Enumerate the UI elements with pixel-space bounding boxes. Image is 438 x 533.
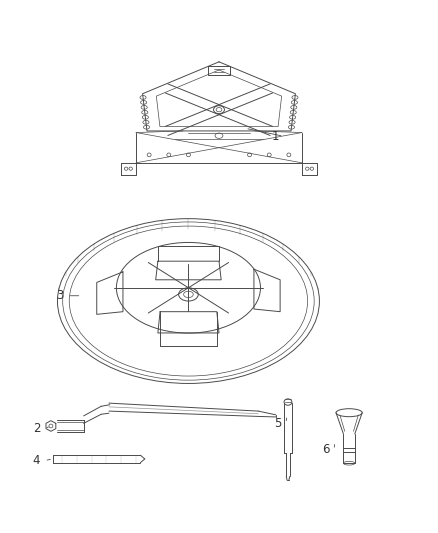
Text: 6: 6 xyxy=(322,443,330,456)
Text: 3: 3 xyxy=(56,289,64,302)
Text: 5: 5 xyxy=(274,417,282,430)
Text: 2: 2 xyxy=(33,422,40,435)
Text: 1: 1 xyxy=(272,130,279,143)
Text: 4: 4 xyxy=(33,454,40,467)
